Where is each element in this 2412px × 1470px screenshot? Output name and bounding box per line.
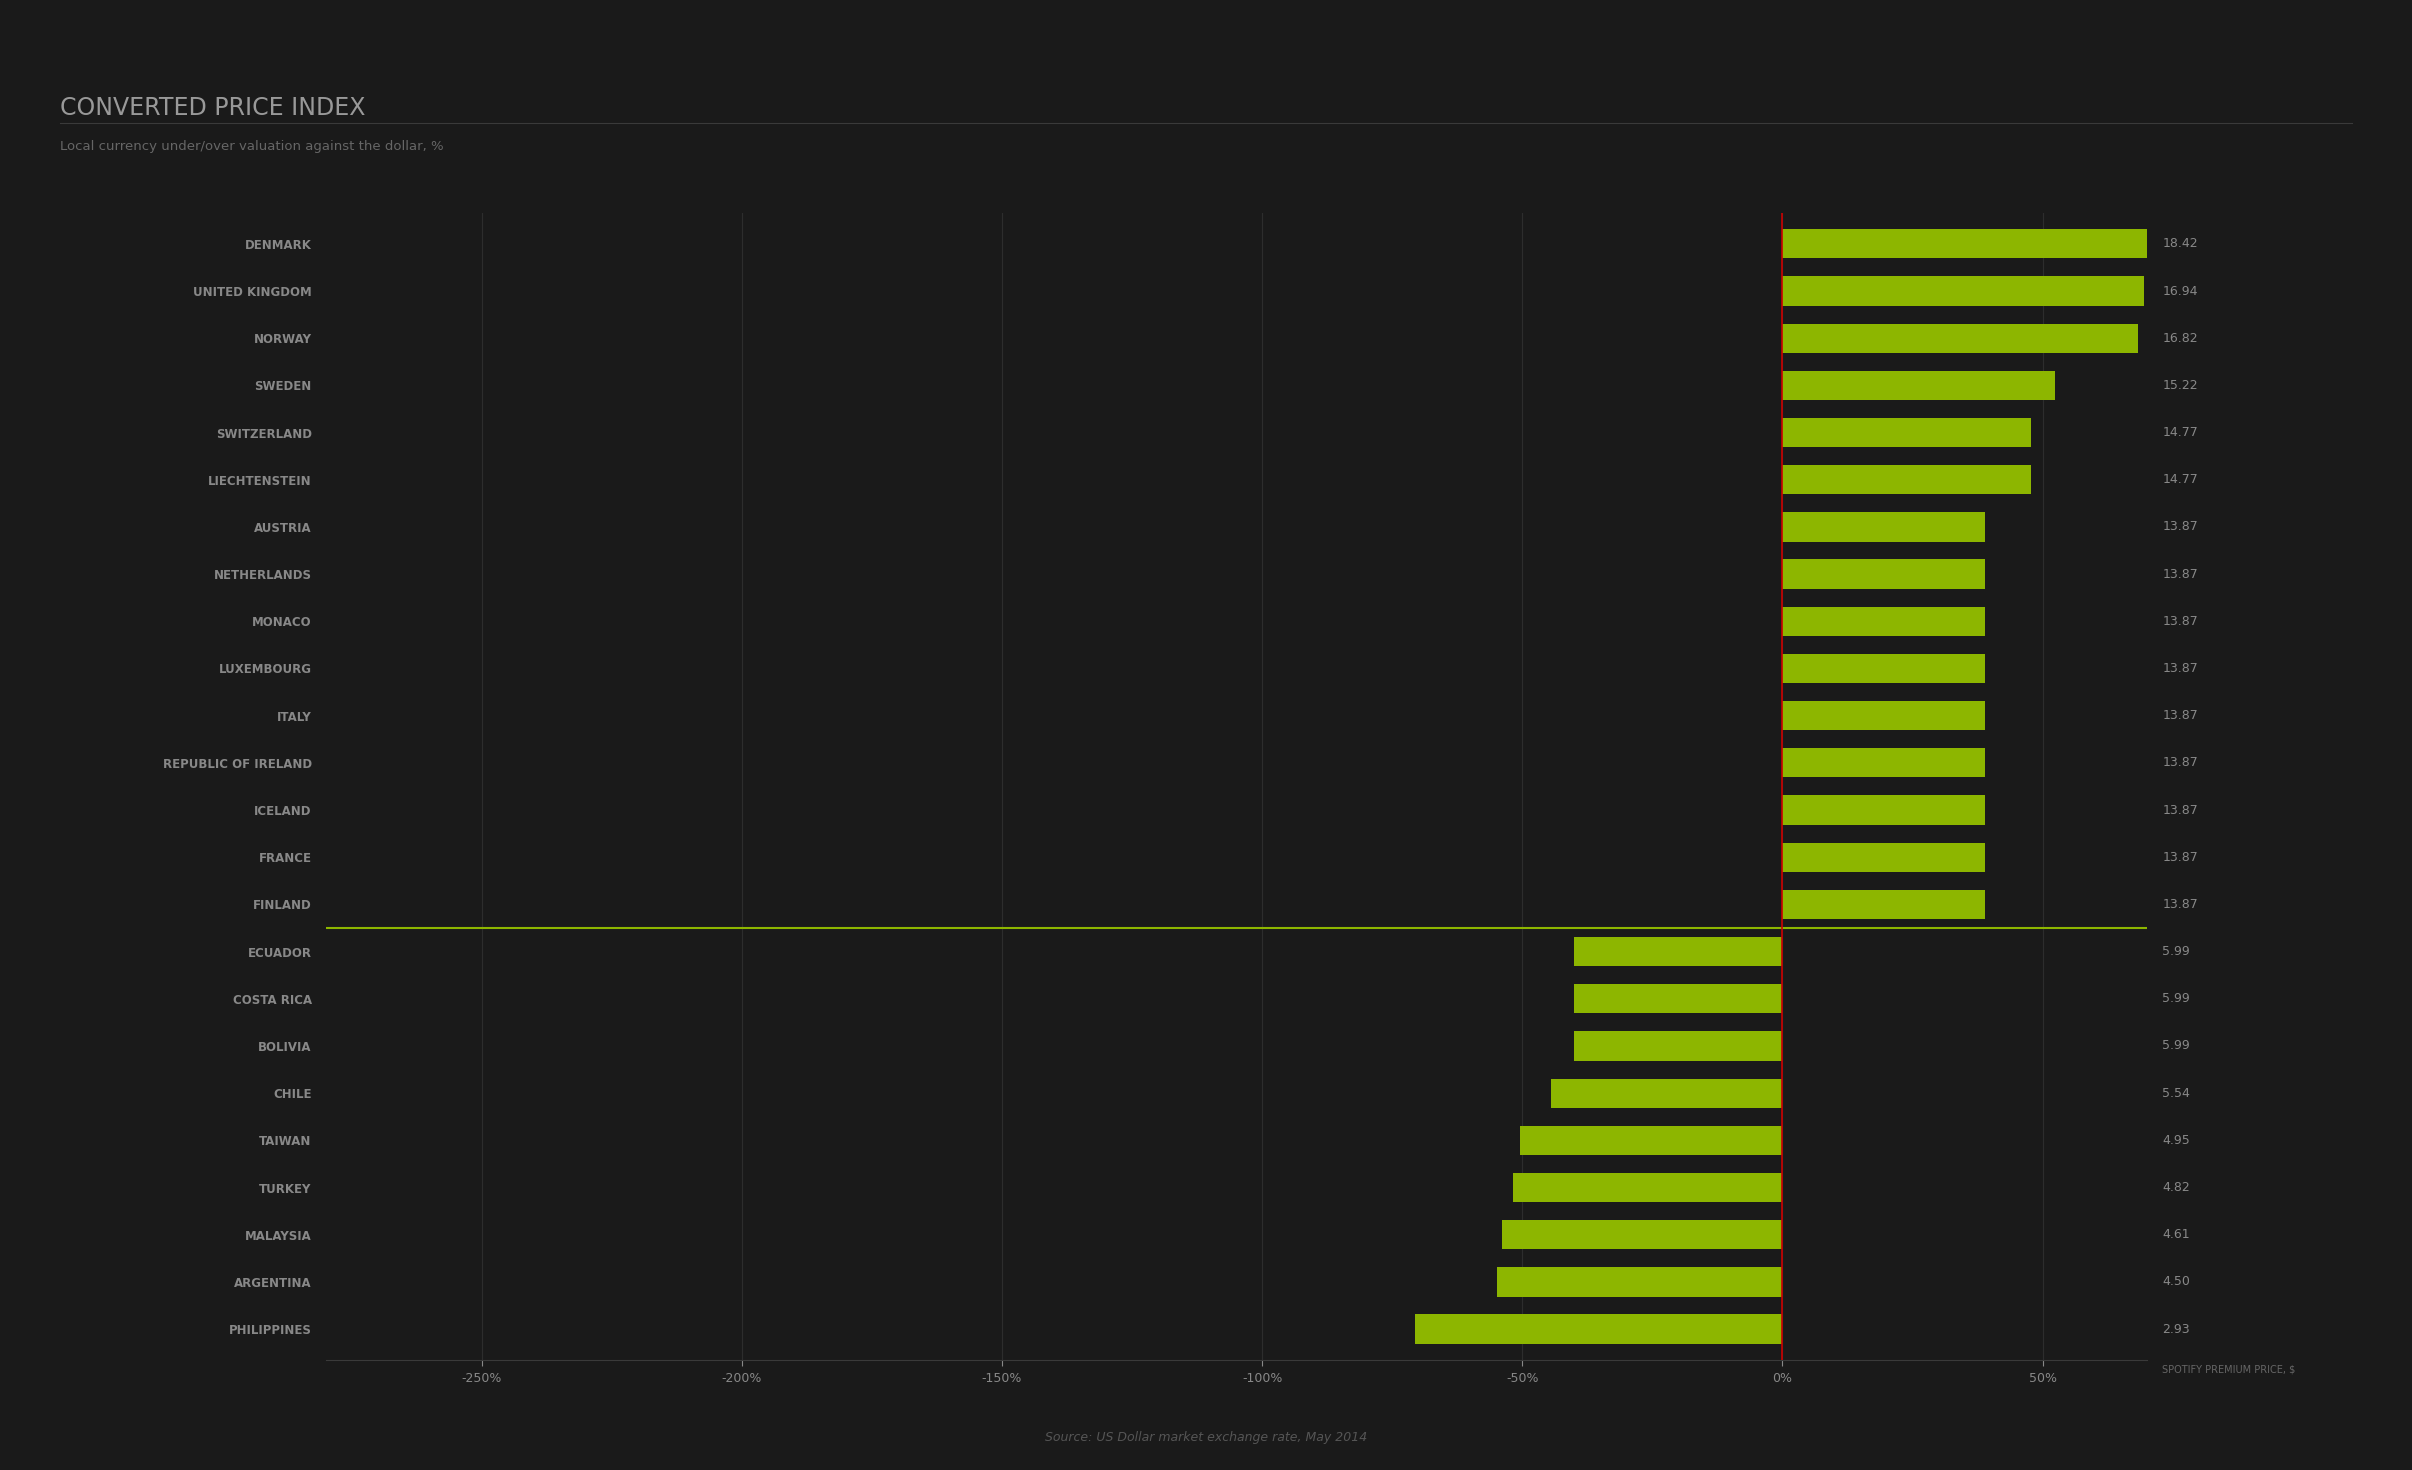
Bar bbox=[1782, 889, 1985, 919]
Text: 16.82: 16.82 bbox=[2161, 332, 2197, 344]
Bar bbox=[1503, 1220, 1782, 1250]
Bar bbox=[1782, 748, 1985, 778]
Text: CONVERTED PRICE INDEX: CONVERTED PRICE INDEX bbox=[60, 96, 367, 119]
Text: 5.54: 5.54 bbox=[2161, 1086, 2190, 1100]
Text: 16.94: 16.94 bbox=[2161, 285, 2197, 297]
Text: 4.50: 4.50 bbox=[2161, 1276, 2190, 1288]
Bar bbox=[1495, 1267, 1782, 1297]
Bar bbox=[1782, 370, 2055, 400]
Bar bbox=[1782, 607, 1985, 637]
Bar bbox=[1782, 229, 2221, 259]
Bar bbox=[1520, 1126, 1782, 1155]
Text: 13.87: 13.87 bbox=[2161, 898, 2197, 911]
Bar bbox=[1782, 842, 1985, 872]
Text: 13.87: 13.87 bbox=[2161, 757, 2197, 769]
Text: 18.42: 18.42 bbox=[2161, 237, 2197, 250]
Text: SPOTIFY PREMIUM PRICE, $: SPOTIFY PREMIUM PRICE, $ bbox=[2161, 1364, 2296, 1374]
Bar bbox=[1782, 323, 2137, 353]
Text: 4.82: 4.82 bbox=[2161, 1180, 2190, 1194]
Text: 13.87: 13.87 bbox=[2161, 662, 2197, 675]
Text: 13.87: 13.87 bbox=[2161, 709, 2197, 722]
Text: 2.93: 2.93 bbox=[2161, 1323, 2190, 1336]
Bar bbox=[1575, 936, 1782, 966]
Bar bbox=[1782, 795, 1985, 825]
Text: 14.77: 14.77 bbox=[2161, 473, 2197, 487]
Bar bbox=[1782, 701, 1985, 731]
Bar bbox=[1551, 1079, 1782, 1108]
Bar bbox=[1782, 560, 1985, 589]
Text: 13.87: 13.87 bbox=[2161, 567, 2197, 581]
Bar bbox=[1512, 1173, 1782, 1202]
Text: 15.22: 15.22 bbox=[2161, 379, 2197, 392]
Bar bbox=[1575, 1032, 1782, 1060]
Text: 13.87: 13.87 bbox=[2161, 520, 2197, 534]
Bar bbox=[1575, 983, 1782, 1013]
Text: 4.61: 4.61 bbox=[2161, 1229, 2190, 1241]
Bar bbox=[1416, 1314, 1782, 1344]
Bar bbox=[1782, 654, 1985, 684]
Text: Source: US Dollar market exchange rate, May 2014: Source: US Dollar market exchange rate, … bbox=[1044, 1430, 1368, 1444]
Text: 14.77: 14.77 bbox=[2161, 426, 2197, 440]
Bar bbox=[1782, 276, 2144, 306]
Bar bbox=[1782, 417, 2031, 447]
Text: 13.87: 13.87 bbox=[2161, 804, 2197, 816]
Text: 13.87: 13.87 bbox=[2161, 851, 2197, 864]
Bar bbox=[1782, 465, 2031, 494]
Text: Local currency under/over valuation against the dollar, %: Local currency under/over valuation agai… bbox=[60, 140, 444, 153]
Text: 13.87: 13.87 bbox=[2161, 614, 2197, 628]
Bar bbox=[1782, 513, 1985, 541]
Text: 5.99: 5.99 bbox=[2161, 945, 2190, 958]
Text: 4.95: 4.95 bbox=[2161, 1133, 2190, 1147]
Text: 5.99: 5.99 bbox=[2161, 1039, 2190, 1053]
Text: 5.99: 5.99 bbox=[2161, 992, 2190, 1005]
